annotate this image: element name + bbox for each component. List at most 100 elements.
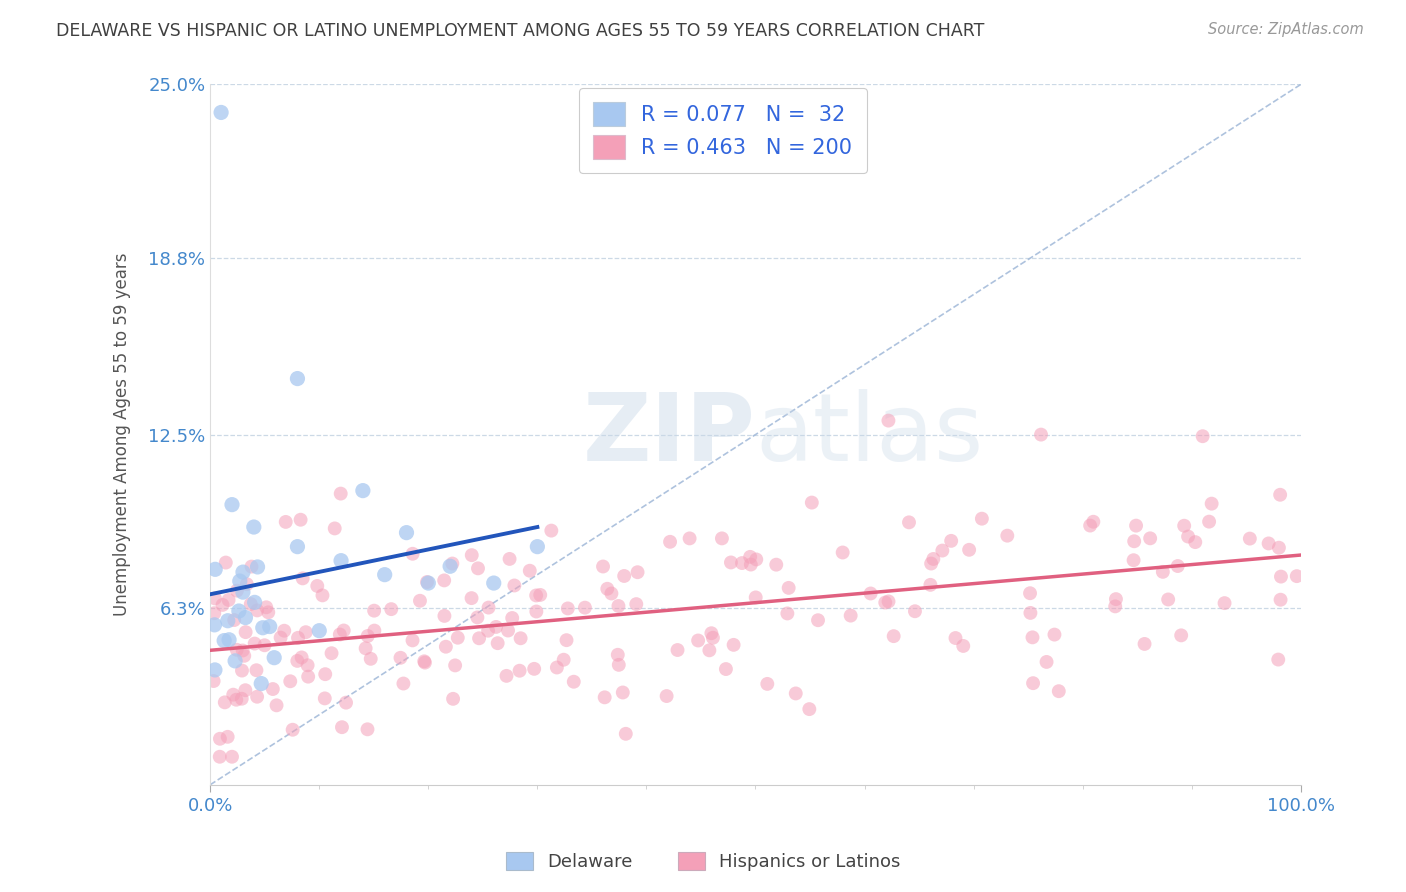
Point bbox=[413, 656, 436, 670]
Point bbox=[441, 557, 464, 571]
Point bbox=[740, 558, 762, 572]
Point bbox=[756, 677, 779, 691]
Point bbox=[557, 601, 579, 615]
Point bbox=[1191, 429, 1213, 443]
Point bbox=[222, 688, 245, 702]
Point bbox=[1029, 427, 1052, 442]
Point bbox=[389, 650, 412, 665]
Point bbox=[1167, 559, 1189, 574]
Point bbox=[1078, 518, 1101, 533]
Point bbox=[225, 642, 247, 657]
Point bbox=[626, 597, 648, 611]
Point bbox=[1139, 532, 1161, 546]
Point bbox=[439, 559, 461, 574]
Point bbox=[245, 663, 267, 677]
Point bbox=[229, 574, 252, 588]
Point bbox=[922, 552, 945, 566]
Point bbox=[607, 657, 630, 672]
Point bbox=[263, 650, 285, 665]
Point bbox=[1021, 631, 1043, 645]
Point bbox=[217, 730, 239, 744]
Point bbox=[1285, 569, 1308, 583]
Point bbox=[1157, 592, 1180, 607]
Point bbox=[215, 556, 238, 570]
Point bbox=[468, 632, 491, 646]
Point bbox=[1239, 532, 1261, 546]
Point bbox=[509, 632, 531, 646]
Point bbox=[217, 614, 239, 628]
Point bbox=[297, 670, 319, 684]
Point bbox=[745, 552, 768, 566]
Point bbox=[231, 691, 253, 706]
Point bbox=[363, 604, 385, 618]
Point bbox=[461, 548, 484, 562]
Point bbox=[509, 664, 531, 678]
Point bbox=[285, 654, 308, 668]
Point bbox=[723, 638, 745, 652]
Point bbox=[294, 625, 316, 640]
Point bbox=[232, 585, 254, 599]
Point bbox=[655, 689, 678, 703]
Point bbox=[329, 486, 352, 500]
Text: Source: ZipAtlas.com: Source: ZipAtlas.com bbox=[1208, 22, 1364, 37]
Point bbox=[447, 631, 470, 645]
Point bbox=[831, 545, 853, 559]
Point bbox=[433, 574, 456, 588]
Point bbox=[433, 608, 456, 623]
Point bbox=[1213, 596, 1236, 610]
Point bbox=[441, 691, 464, 706]
Point bbox=[444, 658, 467, 673]
Point bbox=[785, 686, 807, 700]
Point bbox=[1043, 627, 1066, 641]
Point bbox=[1122, 553, 1144, 567]
Point bbox=[592, 559, 614, 574]
Point bbox=[477, 624, 499, 638]
Point bbox=[287, 631, 309, 645]
Point bbox=[287, 540, 309, 554]
Point bbox=[252, 621, 274, 635]
Point bbox=[1152, 565, 1174, 579]
Point bbox=[204, 663, 226, 677]
Point bbox=[799, 702, 821, 716]
Point bbox=[553, 653, 575, 667]
Point bbox=[330, 554, 353, 568]
Point bbox=[240, 559, 263, 574]
Point bbox=[380, 602, 402, 616]
Point bbox=[434, 640, 457, 654]
Point bbox=[1184, 535, 1206, 549]
Point bbox=[225, 692, 247, 706]
Point bbox=[232, 643, 254, 657]
Point bbox=[246, 690, 269, 704]
Point bbox=[740, 549, 762, 564]
Point bbox=[523, 662, 546, 676]
Point bbox=[1257, 536, 1279, 550]
Point bbox=[204, 591, 226, 606]
Point bbox=[321, 646, 343, 660]
Point bbox=[877, 594, 900, 608]
Point bbox=[214, 695, 236, 709]
Point bbox=[1170, 628, 1192, 642]
Point bbox=[593, 690, 616, 705]
Point bbox=[477, 600, 499, 615]
Point bbox=[278, 674, 301, 689]
Point bbox=[224, 613, 246, 627]
Point bbox=[314, 691, 336, 706]
Point bbox=[898, 516, 921, 530]
Point bbox=[1270, 592, 1292, 607]
Point bbox=[482, 576, 505, 591]
Point bbox=[498, 552, 520, 566]
Point bbox=[236, 577, 259, 591]
Point bbox=[1123, 534, 1146, 549]
Point bbox=[212, 633, 235, 648]
Point bbox=[221, 749, 243, 764]
Point bbox=[495, 669, 517, 683]
Point bbox=[877, 414, 900, 428]
Point bbox=[1198, 515, 1220, 529]
Point bbox=[311, 588, 333, 602]
Point bbox=[413, 654, 436, 668]
Point bbox=[765, 558, 787, 572]
Point bbox=[1104, 599, 1126, 614]
Point bbox=[274, 515, 297, 529]
Point bbox=[1083, 515, 1105, 529]
Point bbox=[666, 643, 689, 657]
